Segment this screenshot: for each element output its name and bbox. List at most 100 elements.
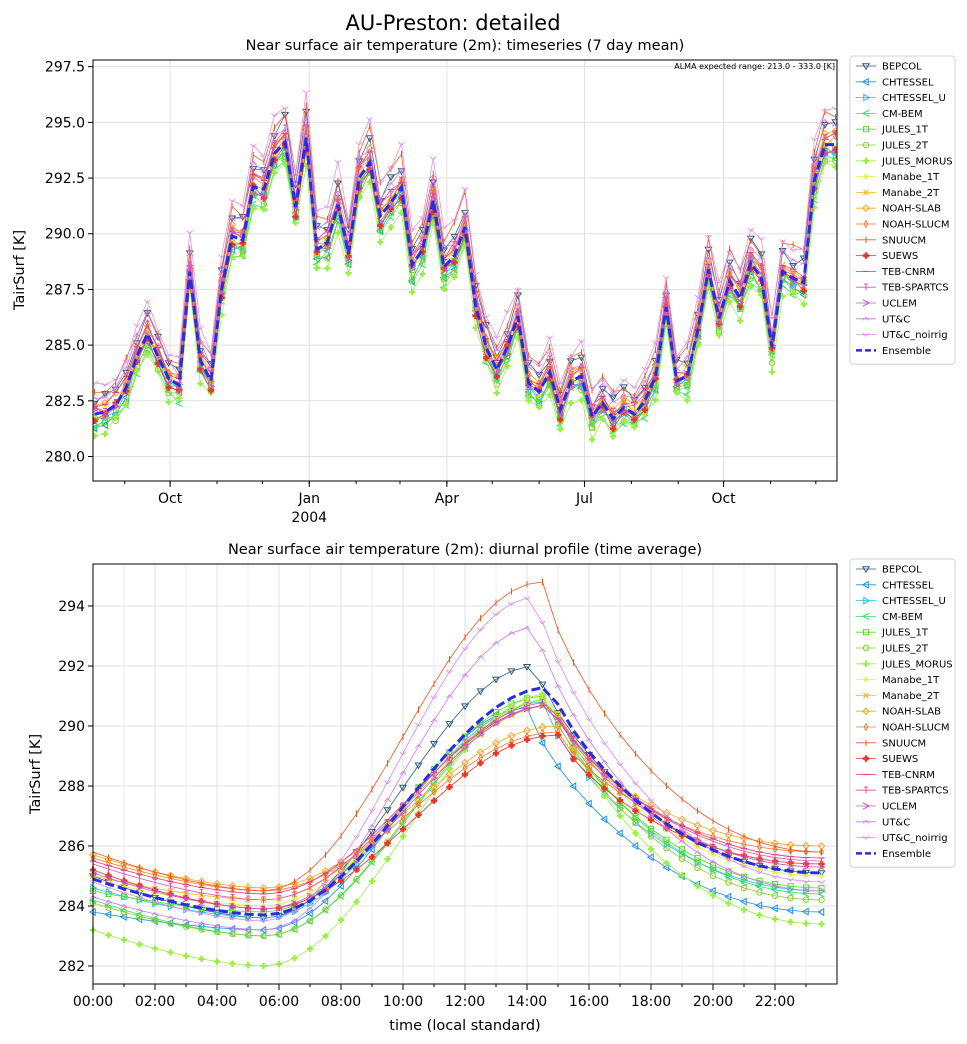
data-point — [755, 882, 763, 891]
data-point — [197, 380, 204, 387]
data-point — [337, 916, 345, 924]
series-uclem — [89, 701, 826, 913]
data-point — [817, 870, 826, 878]
data-point — [620, 377, 628, 382]
data-point — [709, 859, 717, 864]
x-tick-label: Oct — [711, 491, 736, 507]
legend-label: UT&C_noirrig — [882, 330, 948, 341]
data-point — [377, 239, 384, 246]
data-point — [461, 213, 469, 218]
data-point — [440, 285, 448, 293]
data-point — [819, 857, 824, 865]
data-point — [802, 879, 810, 884]
ensemble-line — [94, 137, 836, 422]
legend-marker — [861, 77, 869, 86]
data-point — [337, 858, 345, 863]
data-point — [399, 825, 407, 833]
data-point — [554, 716, 563, 724]
data-point — [182, 895, 191, 903]
data-point — [715, 294, 723, 299]
legend-marker — [863, 596, 871, 605]
data-point — [508, 630, 515, 636]
series-ut-c — [89, 625, 825, 932]
data-point — [787, 886, 794, 891]
data-point — [322, 906, 329, 913]
data-point — [539, 690, 546, 697]
data-point — [647, 825, 655, 832]
data-point — [218, 254, 226, 259]
data-point — [632, 830, 639, 837]
data-point — [554, 731, 562, 739]
x-tick-label: 04:00 — [197, 994, 237, 1010]
data-point — [621, 396, 627, 405]
data-point — [419, 215, 427, 220]
data-point — [144, 351, 151, 358]
series-snuucm — [92, 578, 822, 895]
data-point — [694, 854, 701, 862]
data-point — [244, 962, 252, 969]
data-point — [450, 242, 458, 247]
data-point — [747, 254, 756, 263]
data-point — [771, 874, 779, 879]
data-point — [440, 275, 448, 283]
data-point — [105, 904, 112, 911]
data-point — [383, 807, 392, 815]
data-point — [133, 367, 141, 374]
timeseries-panel: Near surface air temperature (2m): times… — [12, 38, 956, 526]
data-point — [182, 918, 190, 923]
legend-marker — [864, 786, 868, 794]
data-point — [151, 911, 159, 916]
data-point — [535, 371, 543, 376]
data-point — [673, 381, 682, 389]
data-point — [322, 932, 329, 940]
data-point — [399, 833, 407, 840]
data-point — [260, 193, 269, 201]
data-point — [477, 730, 485, 738]
data-point — [678, 872, 686, 879]
data-point — [757, 851, 762, 859]
data-point — [771, 859, 780, 868]
data-point — [818, 888, 825, 893]
data-point — [768, 359, 776, 366]
legend-label: Manabe_2T — [882, 188, 940, 199]
legend-item-jules-morus: JULES_MORUS — [856, 659, 953, 670]
data-point — [270, 113, 278, 118]
data-point — [601, 785, 608, 792]
data-point — [694, 294, 702, 299]
data-point — [271, 169, 278, 177]
legend-label: SNUUCM — [882, 738, 926, 749]
x-tick-label: 08:00 — [321, 994, 361, 1010]
data-point — [260, 154, 268, 159]
data-point — [151, 887, 160, 896]
data-point — [601, 792, 608, 800]
data-point — [282, 129, 288, 138]
data-point — [756, 879, 763, 884]
data-point — [740, 864, 748, 869]
data-point — [522, 663, 532, 671]
data-point — [165, 384, 172, 391]
data-point — [461, 771, 469, 778]
data-point — [384, 840, 391, 847]
y-tick-label: 284 — [58, 899, 85, 915]
data-point — [570, 713, 577, 718]
series-line — [94, 120, 836, 409]
data-point — [641, 399, 650, 407]
data-point — [508, 711, 516, 719]
data-point — [143, 299, 151, 304]
legend-label: BEPCOL — [882, 62, 922, 73]
data-point — [643, 390, 647, 397]
data-point — [387, 224, 395, 231]
data-point — [802, 872, 810, 879]
legend-marker — [862, 660, 870, 667]
data-point — [771, 868, 779, 876]
data-point — [587, 421, 596, 429]
legend-label: NOAH-SLAB — [882, 707, 941, 718]
data-point — [821, 108, 829, 113]
data-point — [260, 169, 268, 174]
data-point — [207, 382, 216, 390]
data-point — [476, 688, 485, 696]
data-point — [609, 418, 618, 427]
data-point — [602, 769, 607, 777]
data-point — [89, 869, 98, 877]
data-point — [554, 684, 562, 689]
